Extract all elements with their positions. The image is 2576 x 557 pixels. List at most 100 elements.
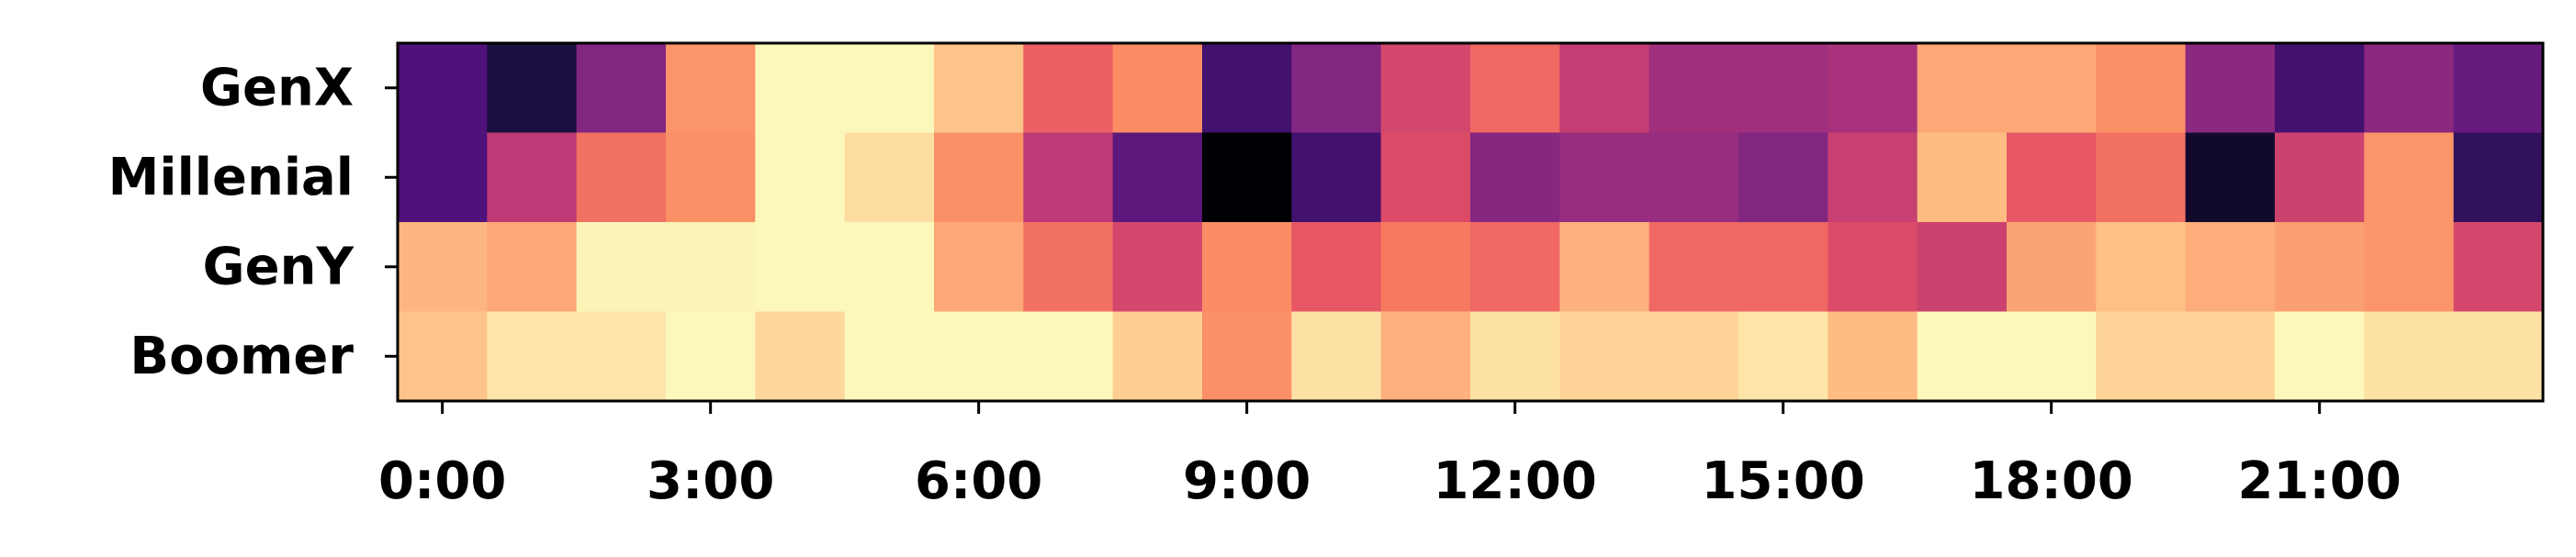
heatmap-cell-genx-2100 — [2275, 43, 2365, 134]
heatmap-cell-geny-900 — [1202, 222, 1292, 313]
heatmap-cell-millenial-1200 — [1470, 132, 1560, 223]
heatmap-cell-millenial-000 — [398, 132, 488, 223]
heatmap-cell-geny-1200 — [1470, 222, 1560, 313]
x-tick-label-300: 3:00 — [647, 451, 774, 511]
heatmap-cell-boomer-1400 — [1648, 311, 1739, 402]
heatmap-cell-genx-300 — [666, 43, 756, 134]
heatmap-cell-boomer-300 — [666, 311, 756, 402]
heatmap-cell-geny-500 — [844, 222, 935, 313]
heatmap-cell-millenial-100 — [487, 132, 578, 223]
heatmap-cell-millenial-2200 — [2364, 132, 2455, 223]
heatmap-cell-boomer-1100 — [1380, 311, 1471, 402]
heatmap-cell-millenial-1400 — [1648, 132, 1739, 223]
x-tick-label-000: 0:00 — [378, 451, 506, 511]
heatmap-cell-boomer-700 — [1023, 311, 1114, 402]
heatmap-cell-boomer-1700 — [1917, 311, 2008, 402]
heatmap-cell-millenial-500 — [844, 132, 935, 223]
heatmap-cell-geny-800 — [1112, 222, 1203, 313]
heatmap-cell-boomer-100 — [487, 311, 578, 402]
heatmap-cells — [398, 43, 2544, 402]
heatmap-cell-genx-1900 — [2096, 43, 2187, 134]
heatmap-cell-genx-000 — [398, 43, 488, 134]
heatmap-cell-geny-2000 — [2185, 222, 2276, 313]
y-tick-label-millenial: Millenial — [108, 148, 354, 207]
x-tick-label-900: 9:00 — [1183, 451, 1310, 511]
heatmap-cell-geny-2100 — [2275, 222, 2365, 313]
heatmap-cell-boomer-200 — [576, 311, 667, 402]
heatmap-cell-genx-800 — [1112, 43, 1203, 134]
heatmap-cell-genx-2200 — [2364, 43, 2455, 134]
heatmap-cell-geny-000 — [398, 222, 488, 313]
heatmap-cell-boomer-2300 — [2453, 311, 2544, 402]
heatmap-cell-millenial-1800 — [2007, 132, 2097, 223]
y-tick-label-geny: GenY — [203, 237, 355, 296]
heatmap-cell-millenial-1500 — [1738, 132, 1828, 223]
heatmap-cell-genx-700 — [1023, 43, 1114, 134]
heatmap-cell-genx-1000 — [1291, 43, 1382, 134]
heatmap-cell-millenial-1900 — [2096, 132, 2187, 223]
heatmap-cell-boomer-500 — [844, 311, 935, 402]
heatmap-cell-boomer-1900 — [2096, 311, 2187, 402]
heatmap-cell-geny-400 — [755, 222, 846, 313]
heatmap-cell-geny-1100 — [1380, 222, 1471, 313]
heatmap-cell-geny-1700 — [1917, 222, 2008, 313]
heatmap-cell-millenial-1100 — [1380, 132, 1471, 223]
heatmap-cell-boomer-000 — [398, 311, 488, 402]
heatmap-cell-boomer-1800 — [2007, 311, 2097, 402]
x-axis: 0:00 3:00 6:00 9:00 12:00 15:00 18:00 21:00 — [378, 401, 2402, 511]
heatmap-cell-millenial-600 — [934, 132, 1024, 223]
heatmap-cell-geny-200 — [576, 222, 667, 313]
heatmap-cell-geny-100 — [487, 222, 578, 313]
heatmap-cell-boomer-2000 — [2185, 311, 2276, 402]
heatmap-cell-geny-600 — [934, 222, 1024, 313]
heatmap-cell-boomer-1500 — [1738, 311, 1828, 402]
x-tick-label-600: 6:00 — [915, 451, 1042, 511]
heatmap-cell-boomer-1000 — [1291, 311, 1382, 402]
heatmap-cell-millenial-1600 — [1828, 132, 1918, 223]
heatmap-cell-geny-300 — [666, 222, 756, 313]
heatmap-cell-genx-2000 — [2185, 43, 2276, 134]
heatmap-cell-boomer-2100 — [2275, 311, 2365, 402]
heatmap-cell-genx-200 — [576, 43, 667, 134]
heatmap-cell-millenial-400 — [755, 132, 846, 223]
heatmap-cell-millenial-700 — [1023, 132, 1114, 223]
plot-frame — [396, 41, 2545, 403]
heatmap-cell-geny-1400 — [1648, 222, 1739, 313]
heatmap-cell-genx-100 — [487, 43, 578, 134]
heatmap-cell-genx-1800 — [2007, 43, 2097, 134]
heatmap-cell-genx-1300 — [1559, 43, 1650, 134]
heatmap-cell-millenial-200 — [576, 132, 667, 223]
heatmap-cell-boomer-400 — [755, 311, 846, 402]
heatmap-cell-millenial-1300 — [1559, 132, 1650, 223]
x-tick-label-1200: 12:00 — [1434, 451, 1597, 511]
heatmap-cell-geny-1500 — [1738, 222, 1828, 313]
y-axis: GenX Millenial GenY Boomer — [108, 58, 398, 386]
heatmap-cell-geny-700 — [1023, 222, 1114, 313]
heatmap-cell-genx-1700 — [1917, 43, 2008, 134]
heatmap-cell-genx-2300 — [2453, 43, 2544, 134]
heatmap-cell-boomer-800 — [1112, 311, 1203, 402]
y-tick-label-genx: GenX — [200, 58, 354, 117]
heatmap-cell-genx-1500 — [1738, 43, 1828, 134]
heatmap-cell-boomer-2200 — [2364, 311, 2455, 402]
heatmap-cell-millenial-900 — [1202, 132, 1292, 223]
heatmap-cell-geny-1800 — [2007, 222, 2097, 313]
heatmap-cell-boomer-1600 — [1828, 311, 1918, 402]
heatmap-cell-genx-1600 — [1828, 43, 1918, 134]
heatmap-cell-boomer-1300 — [1559, 311, 1650, 402]
heatmap-cell-millenial-2100 — [2275, 132, 2365, 223]
x-tick-label-2100: 21:00 — [2238, 451, 2402, 511]
heatmap-cell-geny-2300 — [2453, 222, 2544, 313]
heatmap-cell-millenial-1700 — [1917, 132, 2008, 223]
heatmap-cell-millenial-2300 — [2453, 132, 2544, 223]
heatmap-cell-genx-1400 — [1648, 43, 1739, 134]
heatmap-cell-geny-1300 — [1559, 222, 1650, 313]
heatmap-cell-geny-1600 — [1828, 222, 1918, 313]
heatmap-cell-geny-1900 — [2096, 222, 2187, 313]
heatmap-cell-geny-2200 — [2364, 222, 2455, 313]
y-tick-label-boomer: Boomer — [129, 327, 354, 386]
heatmap-cell-genx-900 — [1202, 43, 1292, 134]
heatmap-cell-boomer-900 — [1202, 311, 1292, 402]
heatmap-cell-genx-1200 — [1470, 43, 1560, 134]
